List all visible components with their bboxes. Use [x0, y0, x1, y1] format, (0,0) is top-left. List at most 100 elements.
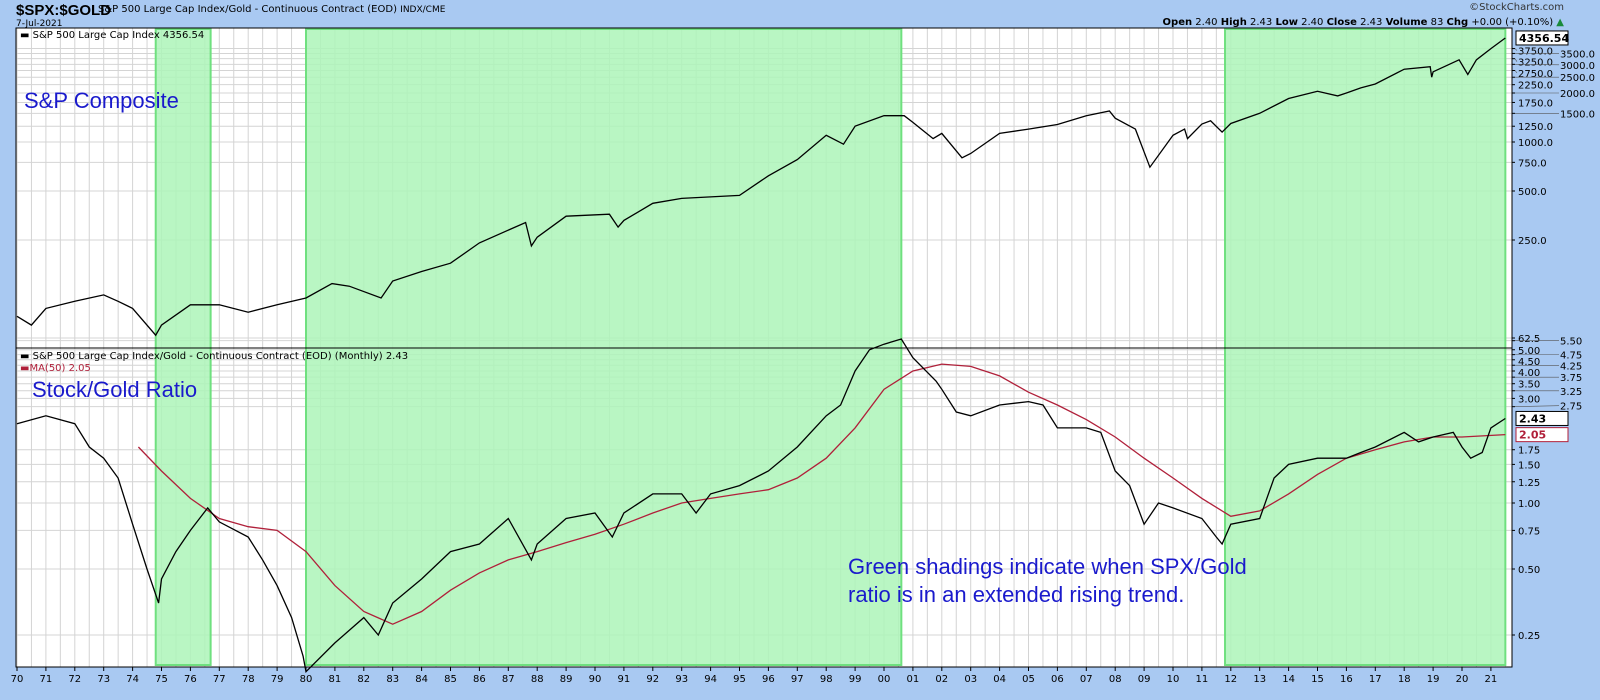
- legend-line-icon: ▬: [20, 351, 30, 362]
- last-ratio-label-box: [1515, 410, 1569, 426]
- y-tick-label: 4.25: [1560, 362, 1582, 373]
- x-tick-label: 96: [762, 674, 775, 685]
- y-tick-label: 1750.0: [1518, 98, 1553, 109]
- x-tick-label: 70: [11, 674, 24, 685]
- x-tick-label: 09: [1138, 674, 1151, 685]
- annotation-note-line2: ratio is in an extended rising trend.: [848, 582, 1185, 607]
- x-tick-label: 10: [1167, 674, 1180, 685]
- x-tick-label: 81: [329, 674, 342, 685]
- chart-date: 7-Jul-2021: [16, 19, 63, 29]
- ma-legend: ▬MA(50) 2.05: [20, 363, 91, 374]
- bottom-legend-text: S&P 500 Large Cap Index/Gold - Continuou…: [32, 351, 409, 362]
- x-tick-label: 11: [1196, 674, 1209, 685]
- x-tick-label: 84: [415, 674, 428, 685]
- y-tick-label: 500.0: [1518, 187, 1547, 198]
- y-tick-label: 62.5: [1518, 334, 1540, 345]
- x-tick-label: 19: [1427, 674, 1440, 685]
- y-tick-label: 1.00: [1518, 499, 1540, 510]
- last-ratio-label: 2.43: [1519, 412, 1546, 425]
- x-tick-label: 91: [618, 674, 631, 685]
- legend-line-icon: ▬: [20, 30, 30, 41]
- symbol: $SPX:$GOLD: [16, 2, 112, 19]
- low-label: Low: [1275, 17, 1298, 28]
- x-tick-label: 20: [1456, 674, 1469, 685]
- x-tick-label: 79: [271, 674, 284, 685]
- annotation-stock-gold-ratio: Stock/Gold Ratio: [32, 377, 198, 402]
- x-tick-label: 86: [473, 674, 486, 685]
- last-ma-label-box: [1515, 427, 1569, 443]
- y-tick-label: 0.75: [1518, 526, 1540, 537]
- x-tick-label: 80: [300, 674, 313, 685]
- x-tick-label: 07: [1080, 674, 1093, 685]
- y-tick-label: 2250.0: [1518, 81, 1553, 92]
- x-tick-label: 03: [964, 674, 977, 685]
- last-price-label-box: [1515, 30, 1569, 46]
- high-label: High: [1220, 17, 1247, 28]
- x-tick-label: 04: [993, 674, 1006, 685]
- y-tick-label: 4.75: [1560, 351, 1582, 362]
- y-tick-leader: [1514, 405, 1560, 407]
- y-tick-label: 3.50: [1518, 380, 1540, 391]
- x-tick-label: 14: [1282, 674, 1295, 685]
- open-value: 2.40: [1195, 17, 1218, 28]
- x-tick-label: 94: [704, 674, 717, 685]
- x-tick-label: 95: [733, 674, 746, 685]
- y-tick-label: 250.0: [1518, 236, 1547, 247]
- top-legend: ▬ S&P 500 Large Cap Index 4356.54: [20, 30, 204, 41]
- brand: ©StockCharts.com: [1469, 2, 1564, 13]
- bottom-legend: ▬ S&P 500 Large Cap Index/Gold - Continu…: [20, 351, 408, 362]
- x-tick-label: 06: [1051, 674, 1064, 685]
- y-tick-label: 0.25: [1518, 631, 1540, 642]
- y-tick-leader: [1514, 70, 1518, 74]
- y-tick-label: 3.75: [1560, 373, 1582, 384]
- plot-border: [15, 27, 1513, 668]
- x-tick-label: 21: [1485, 674, 1498, 685]
- x-tick-label: 12: [1224, 674, 1237, 685]
- close-label: Close: [1326, 17, 1357, 28]
- y-tick-label: 1.50: [1518, 460, 1540, 471]
- ratio-line: [16, 338, 1506, 674]
- y-tick-label: 750.0: [1518, 158, 1547, 169]
- ma-legend-text: MA(50) 2.05: [29, 363, 91, 374]
- volume-value: 83: [1430, 17, 1444, 28]
- y-tick-label: 1.25: [1518, 478, 1540, 489]
- y-tick-label: 1250.0: [1518, 122, 1553, 133]
- x-tick-label: 82: [357, 674, 370, 685]
- y-tick-label: 1000.0: [1518, 138, 1553, 149]
- annotation-sp-composite: S&P Composite: [24, 88, 179, 113]
- x-tick-label: 92: [646, 674, 659, 685]
- low-value: 2.40: [1301, 17, 1324, 28]
- x-tick-label: 77: [213, 674, 226, 685]
- ma50-line: [137, 363, 1506, 625]
- legend-line-icon: ▬: [20, 363, 30, 374]
- y-tick-label: 4.50: [1518, 357, 1540, 368]
- x-tick-label: 78: [242, 674, 255, 685]
- y-tick-leader: [1514, 64, 1560, 66]
- x-tick-label: 99: [849, 674, 862, 685]
- x-tick-label: 93: [675, 674, 688, 685]
- y-tick-label: 1500.0: [1560, 109, 1595, 120]
- x-tick-label: 13: [1253, 674, 1266, 685]
- y-tick-label: 4.00: [1518, 368, 1540, 379]
- description: S&P 500 Large Cap Index/Gold - Continuou…: [98, 4, 397, 15]
- y-tick-label: 3000.0: [1560, 61, 1595, 72]
- open-label: Open: [1162, 17, 1193, 28]
- x-tick-label: 88: [531, 674, 544, 685]
- ohlc-readout: Open 2.40 High 2.43 Low 2.40 Close 2.43 …: [1163, 17, 1564, 28]
- x-tick-label: 72: [68, 674, 81, 685]
- y-tick-label: 0.50: [1518, 565, 1540, 576]
- y-tick-label: 5.00: [1518, 346, 1540, 357]
- chg-value: +0.00 (+0.10%): [1471, 17, 1554, 28]
- x-tick-label: 90: [589, 674, 602, 685]
- y-tick-label: 2.75: [1560, 402, 1582, 413]
- exchange: INDX/CME: [400, 5, 446, 15]
- volume-label: Volume: [1385, 17, 1428, 28]
- x-tick-label: 87: [502, 674, 515, 685]
- green-shading: [154, 28, 212, 666]
- y-tick-label: 3500.0: [1560, 49, 1595, 60]
- x-tick-label: 17: [1369, 674, 1382, 685]
- y-tick-label: 2500.0: [1560, 73, 1595, 84]
- y-tick-leader: [1514, 58, 1518, 62]
- y-tick-label: 2000.0: [1560, 89, 1595, 100]
